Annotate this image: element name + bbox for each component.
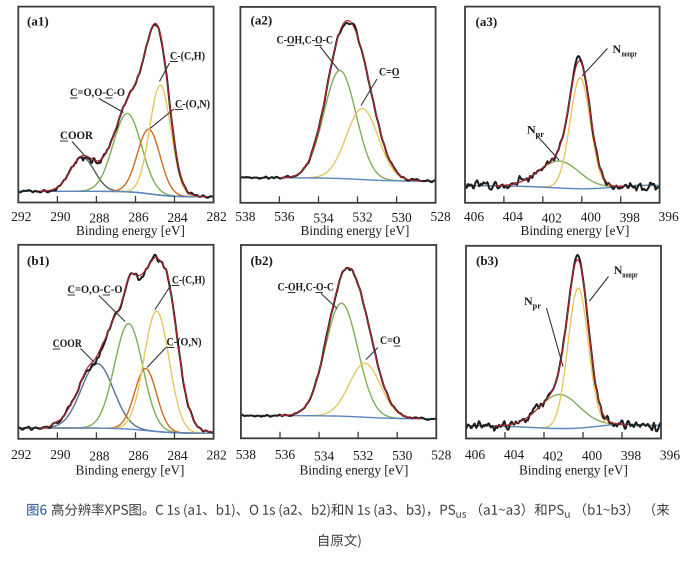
svg-text:286: 286 (128, 448, 149, 463)
svg-text:284: 284 (167, 210, 188, 225)
svg-text:396: 396 (660, 447, 681, 462)
svg-text:C=O,O-C-O: C=O,O-C-O (70, 85, 125, 99)
svg-text:(a1): (a1) (27, 14, 49, 29)
svg-text:528: 528 (430, 209, 451, 224)
svg-text:528: 528 (431, 447, 452, 462)
svg-text:290: 290 (50, 209, 71, 224)
svg-text:538: 538 (236, 447, 257, 462)
svg-text:530: 530 (392, 448, 413, 463)
svg-text:N: N (613, 42, 622, 56)
svg-text:Binding energy [eV]: Binding energy [eV] (521, 223, 630, 238)
svg-text:C-(O,N): C-(O,N) (175, 97, 210, 111)
svg-text:C-(C,H): C-(C,H) (172, 273, 205, 287)
svg-text:282: 282 (206, 447, 226, 462)
svg-text:400: 400 (582, 448, 603, 463)
svg-text:292: 292 (11, 209, 31, 224)
svg-text:288: 288 (89, 210, 110, 225)
svg-text:402: 402 (543, 449, 563, 464)
svg-text:C=O: C=O (379, 65, 400, 79)
svg-text:Binding energy [eV]: Binding energy [eV] (76, 463, 185, 478)
svg-text:C-(C,H): C-(C,H) (170, 49, 205, 63)
svg-text:406: 406 (464, 209, 485, 224)
svg-text:284: 284 (167, 448, 188, 463)
svg-text:402: 402 (542, 210, 562, 225)
svg-text:532: 532 (352, 210, 372, 225)
svg-text:(b3): (b3) (476, 253, 498, 268)
svg-text:534: 534 (313, 210, 334, 225)
svg-text:C=O,O-C-O: C=O,O-C-O (68, 282, 123, 296)
svg-text:(a3): (a3) (476, 14, 498, 29)
svg-text:Binding energy [eV]: Binding energy [eV] (76, 223, 185, 238)
svg-text:398: 398 (620, 210, 641, 225)
svg-text:536: 536 (275, 447, 296, 462)
svg-text:nonpr: nonpr (622, 270, 638, 280)
svg-text:396: 396 (658, 209, 679, 224)
svg-text:406: 406 (465, 447, 486, 462)
svg-text:pr: pr (536, 129, 545, 139)
svg-text:534: 534 (314, 449, 335, 464)
svg-text:Binding energy [eV]: Binding energy [eV] (519, 463, 628, 478)
svg-text:Binding energy [eV]: Binding energy [eV] (301, 223, 410, 238)
svg-text:Binding energy [eV]: Binding energy [eV] (300, 463, 409, 478)
svg-text:nonpr: nonpr (622, 49, 638, 59)
svg-text:400: 400 (581, 210, 602, 225)
svg-text:288: 288 (89, 449, 110, 464)
svg-text:404: 404 (503, 209, 524, 224)
svg-text:286: 286 (128, 210, 149, 225)
svg-text:404: 404 (504, 447, 525, 462)
svg-text:292: 292 (11, 447, 31, 462)
svg-text:C-(O,N): C-(O,N) (167, 335, 202, 349)
svg-text:532: 532 (353, 448, 373, 463)
svg-text:398: 398 (621, 448, 642, 463)
svg-text:(b2): (b2) (251, 253, 273, 268)
svg-text:(a2): (a2) (251, 13, 273, 28)
svg-text:538: 538 (235, 209, 256, 224)
svg-text:536: 536 (274, 209, 295, 224)
svg-text:290: 290 (50, 447, 71, 462)
svg-text:(b1): (b1) (27, 253, 49, 268)
svg-text:C-OH,C-O-C: C-OH,C-O-C (278, 280, 335, 294)
svg-text:N: N (524, 294, 533, 308)
svg-text:N: N (614, 263, 623, 277)
svg-text:C-OH,C-O-C: C-OH,C-O-C (277, 33, 334, 47)
svg-text:pr: pr (533, 301, 542, 311)
svg-text:COOR: COOR (53, 336, 82, 350)
svg-text:530: 530 (391, 210, 412, 225)
svg-text:COOR: COOR (60, 128, 93, 142)
svg-text:N: N (527, 123, 536, 137)
svg-text:282: 282 (206, 209, 226, 224)
svg-text:C=O: C=O (380, 333, 401, 347)
